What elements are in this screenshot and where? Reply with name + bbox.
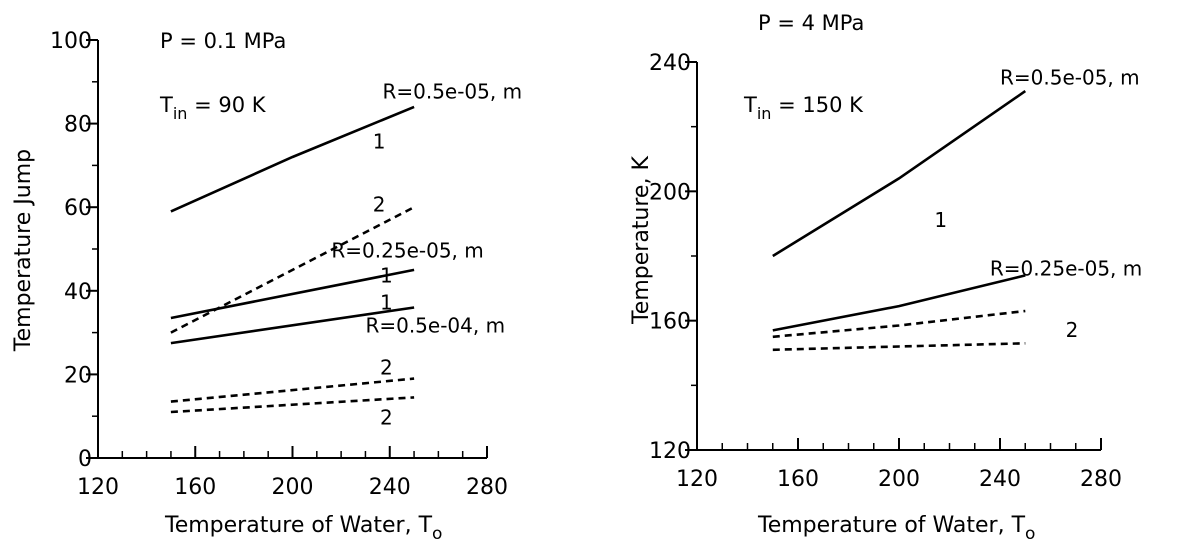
left-curve-label: 2 [380,355,393,379]
left-y-tick-label: 0 [78,447,92,472]
right-pressure-annotation: P = 4 MPa [758,11,864,35]
right-x-tick-label: 160 [777,467,819,492]
left-tin-main: T [159,93,173,117]
left-x-axis-label-main: Temperature of Water, T [164,513,433,538]
right-series-1-line [772,90,1027,258]
right-series-2-line [772,274,1026,332]
right-curve-label: 1 [934,208,947,232]
left-y-axis-label: Temperature Jump [11,149,36,352]
right-y-tick-label: 240 [649,51,691,76]
right-curve-labels: R=0.5e-05, m 1 R=0.25e-05, m 2 [934,66,1142,342]
right-x-tick-label: 240 [979,467,1021,492]
right-y-tick-label: 120 [649,439,691,464]
left-curve-label: R=0.5e-05, m [382,80,522,104]
right-curve-label: R=0.25e-05, m [990,256,1142,280]
left-x-tick-label: 120 [77,475,119,500]
left-curve-label: R=0.5e-04, m [365,314,505,338]
left-y-tick-label: 40 [64,280,92,305]
right-tin-rest: = 150 K [771,93,864,117]
right-x-tick-label: 200 [878,467,920,492]
right-curve-label: 2 [1066,318,1079,342]
left-series-5-line [170,377,415,403]
left-curve-label: 2 [380,406,393,430]
right-axes: 120 160 200 240 280 120 160 200 240 [649,51,1122,492]
right-x-tick-label: 120 [676,467,718,492]
left-y-tick-label: 80 [64,113,92,138]
left-x-axis-label-sub: o [432,524,442,540]
left-axes: 120 160 200 240 280 0 20 40 60 80 100 [50,29,508,500]
right-x-axis-label-sub: o [1025,524,1035,540]
left-series-1-line [170,105,415,213]
left-y-tick-label: 20 [64,363,92,388]
left-pressure-annotation: P = 0.1 MPa [160,29,286,53]
right-tin-main: T [743,93,757,117]
left-x-axis-label: Temperature of Water, To [164,513,442,540]
left-x-tick-label: 160 [174,475,216,500]
right-series-4-line [772,342,1026,352]
right-chart: 120 160 200 240 280 120 160 200 240 R=0.5e-05, m… [629,11,1142,540]
left-tin-rest: = 90 K [187,93,266,117]
left-tin-sub: in [173,104,188,123]
left-series-4-line [170,206,415,334]
left-series-2-line [170,268,415,320]
right-tin-sub: in [757,104,772,123]
left-x-tick-label: 200 [272,475,314,500]
left-x-tick-label: 280 [466,475,508,500]
right-series-group [772,90,1027,352]
right-x-axis-label: Temperature of Water, To [757,513,1035,540]
right-curve-label: R=0.5e-05, m [1000,66,1140,90]
left-curve-label: 1 [380,291,393,315]
left-x-tick-label: 240 [369,475,411,500]
right-y-tick-label: 200 [649,180,691,205]
right-tin-annotation: Tin = 150 K [743,93,864,123]
left-series-6-line [170,396,415,414]
right-y-tick-label: 160 [649,310,691,335]
left-series-group [170,105,415,414]
left-curve-label: 2 [373,192,386,216]
left-curve-label: R=0.25e-05, m [331,238,483,262]
right-series-3-line [772,309,1026,339]
right-x-tick-label: 280 [1080,467,1122,492]
left-curve-label: 1 [380,263,393,287]
left-tin-annotation: Tin = 90 K [159,93,267,123]
left-y-tick-label: 60 [64,196,92,221]
left-curve-label: 1 [373,130,386,154]
left-series-3-line [170,306,415,345]
right-x-axis-label-main: Temperature of Water, T [757,513,1026,538]
right-y-axis-label: Temperature, K [629,156,654,325]
left-chart: 120 160 200 240 280 0 20 40 60 80 100 R=0.5e-05, m… [11,29,522,540]
left-y-tick-label: 100 [50,29,92,54]
